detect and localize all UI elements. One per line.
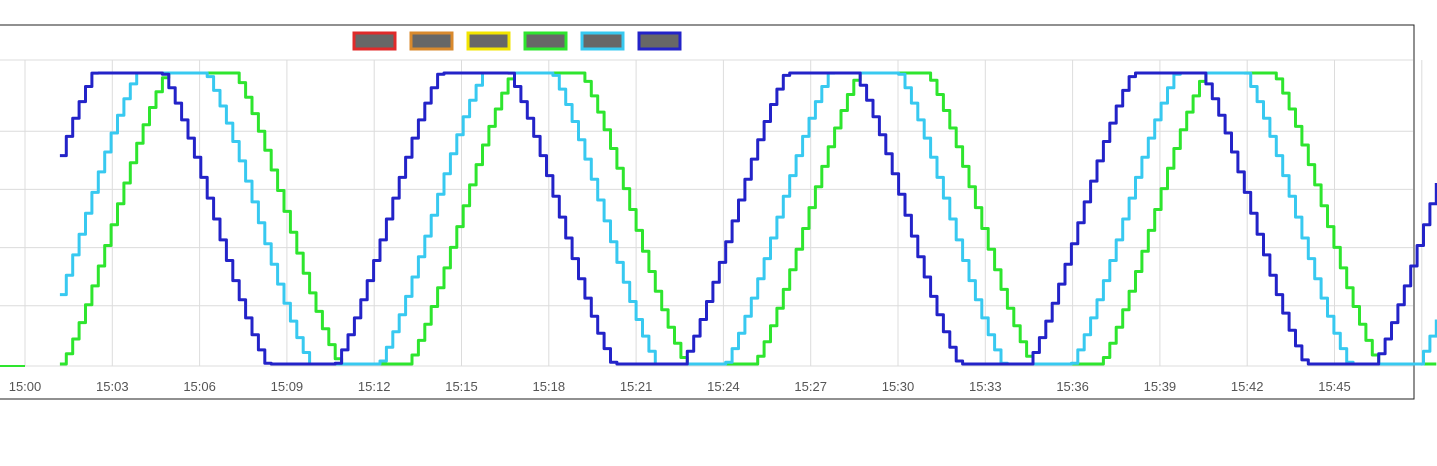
x-tick-label: 15:15 <box>445 379 478 394</box>
x-tick-label: 15:42 <box>1231 379 1264 394</box>
legend-swatch[interactable] <box>580 31 625 51</box>
x-axis-ticks: 15:00 15:03 15:06 15:09 15:12 15:15 15:18 15:21… <box>9 379 1351 394</box>
x-tick-label: 15:39 <box>1144 379 1177 394</box>
x-tick-label: 15:45 <box>1318 379 1351 394</box>
legend-swatch[interactable] <box>637 31 682 51</box>
x-tick-label: 15:00 <box>9 379 42 394</box>
x-tick-label: 15:12 <box>358 379 391 394</box>
grid <box>0 59 1423 367</box>
x-tick-label: 15:33 <box>969 379 1002 394</box>
series-line <box>59 71 1437 366</box>
series-line <box>59 71 1437 366</box>
series-layer <box>0 71 1437 367</box>
plot-border <box>0 24 1415 400</box>
legend-swatch[interactable] <box>352 31 397 51</box>
x-tick-label: 15:06 <box>183 379 216 394</box>
x-tick-label: 15:03 <box>96 379 129 394</box>
x-tick-label: 15:18 <box>533 379 566 394</box>
legend-swatch[interactable] <box>523 31 568 51</box>
x-tick-label: 15:30 <box>882 379 915 394</box>
legend-swatch[interactable] <box>409 31 454 51</box>
x-tick-label: 15:21 <box>620 379 653 394</box>
series-line <box>59 71 1437 366</box>
x-tick-label: 15:36 <box>1056 379 1089 394</box>
x-tick-label: 15:24 <box>707 379 740 394</box>
legend-swatch[interactable] <box>466 31 511 51</box>
x-tick-label: 15:09 <box>271 379 304 394</box>
x-tick-label: 15:27 <box>794 379 827 394</box>
legend[interactable] <box>352 31 682 51</box>
